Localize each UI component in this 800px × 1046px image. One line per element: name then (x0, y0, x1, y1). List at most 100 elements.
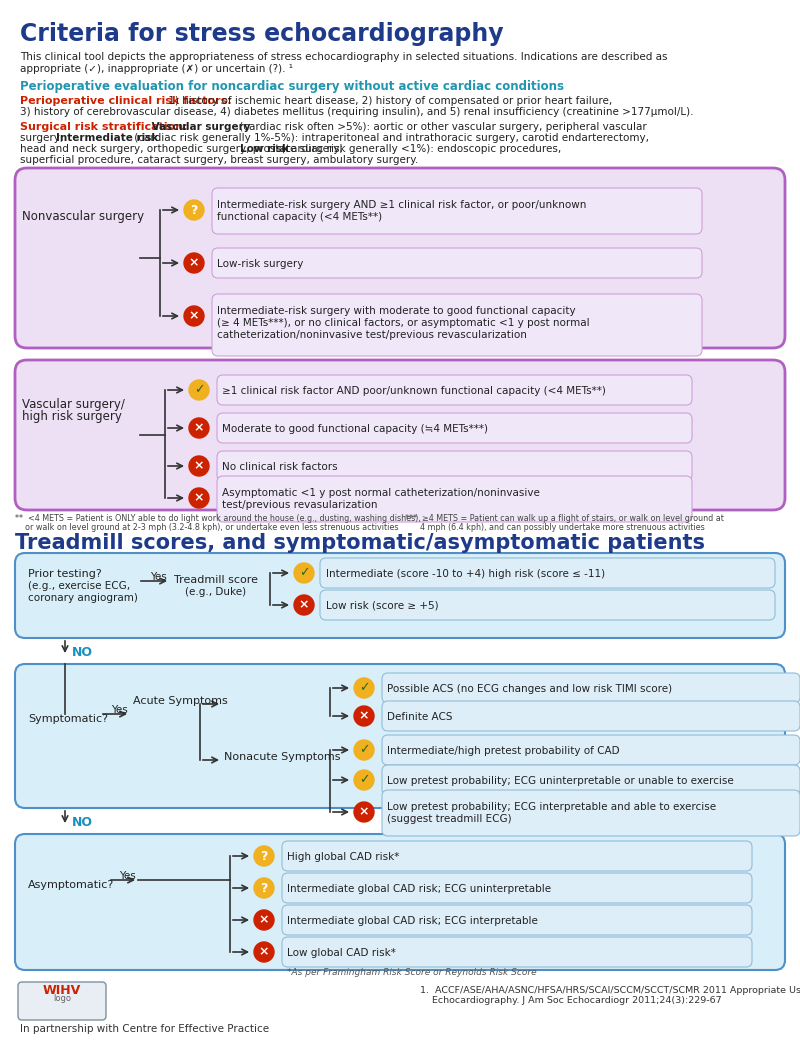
Text: ×: × (189, 310, 199, 322)
Text: catheterization/noninvasive test/previous revascularization: catheterization/noninvasive test/previou… (217, 329, 527, 340)
Text: appropriate (✓), inappropriate (✗) or uncertain (?). ¹: appropriate (✓), inappropriate (✗) or un… (20, 64, 293, 74)
Text: head and neck surgery, orthopedic surgery, prostate surgery;: head and neck surgery, orthopedic surger… (20, 144, 346, 154)
Circle shape (254, 878, 274, 899)
Circle shape (354, 802, 374, 822)
Text: high risk surgery: high risk surgery (22, 410, 122, 423)
Text: ×: × (298, 598, 310, 612)
Text: ?: ? (190, 204, 198, 217)
Text: Treadmill score: Treadmill score (174, 575, 258, 585)
Text: Treadmill scores, and symptomatic/asymptomatic patients: Treadmill scores, and symptomatic/asympt… (15, 533, 705, 553)
Text: ✓: ✓ (358, 744, 370, 756)
Text: ×: × (194, 422, 204, 434)
Text: 1) history of ischemic heart disease, 2) history of compensated or prior heart f: 1) history of ischemic heart disease, 2)… (165, 96, 612, 106)
Text: ***  ≥4 METS = Patient can walk up a flight of stairs, or walk on level ground a: *** ≥4 METS = Patient can walk up a flig… (405, 514, 724, 523)
Text: (cardiac risk generally 1%-5%): intraperitoneal and intrathoracic surgery, carot: (cardiac risk generally 1%-5%): intraper… (131, 133, 649, 143)
FancyBboxPatch shape (15, 360, 785, 510)
Circle shape (254, 942, 274, 962)
Text: or walk on level ground at 2-3 mph (3.2-4.8 kph), or undertake even less strenuo: or walk on level ground at 2-3 mph (3.2-… (15, 523, 398, 532)
FancyBboxPatch shape (18, 982, 106, 1020)
FancyBboxPatch shape (15, 553, 785, 638)
Text: Acute Symptoms: Acute Symptoms (133, 696, 228, 706)
Text: Echocardiography. J Am Soc Echocardiogr 2011;24(3):229-67: Echocardiography. J Am Soc Echocardiogr … (420, 996, 722, 1005)
FancyBboxPatch shape (217, 413, 692, 444)
Text: ≥1 clinical risk factor AND poor/unknown functional capacity (<4 METs**): ≥1 clinical risk factor AND poor/unknown… (222, 386, 606, 396)
Text: ×: × (258, 913, 270, 927)
Text: functional capacity (<4 METs**): functional capacity (<4 METs**) (217, 212, 382, 222)
Text: coronary angiogram): coronary angiogram) (28, 593, 138, 602)
Circle shape (189, 456, 209, 476)
Text: Intermediate (score -10 to +4) high risk (score ≤ -11): Intermediate (score -10 to +4) high risk… (326, 569, 605, 579)
Text: Vascular surgery/: Vascular surgery/ (22, 397, 125, 411)
FancyBboxPatch shape (217, 451, 692, 481)
Text: superficial procedure, cataract surgery, breast surgery, ambulatory surgery.: superficial procedure, cataract surgery,… (20, 155, 418, 165)
Text: Low global CAD risk*: Low global CAD risk* (287, 948, 396, 958)
Text: Low pretest probability; ECG uninterpretable or unable to exercise: Low pretest probability; ECG uninterpret… (387, 776, 734, 786)
Circle shape (294, 563, 314, 583)
FancyBboxPatch shape (320, 558, 775, 588)
Text: (≥ 4 METs***), or no clinical factors, or asymptomatic <1 y post normal: (≥ 4 METs***), or no clinical factors, o… (217, 318, 590, 328)
FancyBboxPatch shape (382, 735, 800, 765)
FancyBboxPatch shape (212, 294, 702, 356)
FancyBboxPatch shape (382, 790, 800, 836)
Text: (cardiac risk generally <1%): endoscopic procedures,: (cardiac risk generally <1%): endoscopic… (278, 144, 562, 154)
Text: Definite ACS: Definite ACS (387, 712, 453, 722)
FancyBboxPatch shape (212, 188, 702, 234)
FancyBboxPatch shape (282, 873, 752, 903)
Text: ?: ? (260, 882, 268, 894)
Text: ✓: ✓ (358, 682, 370, 695)
Text: NO: NO (72, 646, 93, 659)
Text: Symptomatic?: Symptomatic? (28, 714, 108, 724)
Text: ✓: ✓ (358, 773, 370, 787)
Circle shape (354, 770, 374, 790)
FancyBboxPatch shape (15, 834, 785, 970)
Text: Intermediate global CAD risk; ECG uninterpretable: Intermediate global CAD risk; ECG uninte… (287, 884, 551, 894)
FancyBboxPatch shape (382, 701, 800, 731)
Text: Asymptomatic?: Asymptomatic? (28, 880, 114, 890)
Text: Yes: Yes (150, 572, 166, 582)
FancyBboxPatch shape (320, 590, 775, 620)
Text: Yes: Yes (119, 871, 136, 881)
Circle shape (189, 418, 209, 438)
Circle shape (254, 846, 274, 866)
Text: Intermediate-risk surgery with moderate to good functional capacity: Intermediate-risk surgery with moderate … (217, 306, 576, 316)
Text: Low risk: Low risk (240, 144, 289, 154)
Text: **  <4 METS = Patient is ONLY able to do light work around the house (e.g., dust: ** <4 METS = Patient is ONLY able to do … (15, 514, 421, 523)
Text: Low risk (score ≥ +5): Low risk (score ≥ +5) (326, 601, 438, 611)
Text: ✓: ✓ (194, 384, 204, 396)
Text: (e.g., Duke): (e.g., Duke) (185, 587, 246, 597)
Text: Intermediate-risk surgery AND ≥1 clinical risk factor, or poor/unknown: Intermediate-risk surgery AND ≥1 clinica… (217, 200, 586, 210)
Text: Perioperative clinical risk factors:: Perioperative clinical risk factors: (20, 96, 232, 106)
Text: Surgical risk stratification:: Surgical risk stratification: (20, 122, 188, 132)
Text: (cardiac risk often >5%): aortic or other vascular surgery, peripheral vascular: (cardiac risk often >5%): aortic or othe… (236, 122, 646, 132)
Text: ×: × (194, 492, 204, 504)
Text: logo: logo (53, 994, 71, 1003)
Text: ×: × (194, 459, 204, 473)
Text: Low pretest probability; ECG interpretable and able to exercise: Low pretest probability; ECG interpretab… (387, 802, 716, 812)
Text: ×: × (189, 256, 199, 270)
Text: (e.g., exercise ECG,: (e.g., exercise ECG, (28, 581, 130, 591)
Text: ?: ? (260, 849, 268, 863)
Circle shape (354, 678, 374, 698)
Text: Nonacute Symptoms: Nonacute Symptoms (224, 752, 341, 761)
FancyBboxPatch shape (282, 905, 752, 935)
Circle shape (354, 740, 374, 760)
Text: *As per Framingham Risk Score or Reynolds Risk Score: *As per Framingham Risk Score or Reynold… (287, 968, 537, 977)
Circle shape (184, 200, 204, 220)
FancyBboxPatch shape (282, 937, 752, 967)
FancyBboxPatch shape (382, 673, 800, 703)
Text: Yes: Yes (111, 705, 128, 715)
Text: surgery;: surgery; (20, 133, 66, 143)
Text: No clinical risk factors: No clinical risk factors (222, 462, 338, 472)
Text: Criteria for stress echocardiography: Criteria for stress echocardiography (20, 22, 504, 46)
Text: Possible ACS (no ECG changes and low risk TIMI score): Possible ACS (no ECG changes and low ris… (387, 684, 672, 693)
Text: Perioperative evaluation for noncardiac surgery without active cardiac condition: Perioperative evaluation for noncardiac … (20, 79, 564, 93)
Circle shape (189, 488, 209, 508)
Circle shape (189, 380, 209, 400)
FancyBboxPatch shape (15, 168, 785, 348)
Text: Prior testing?: Prior testing? (28, 569, 102, 579)
Text: Intermediate/high pretest probability of CAD: Intermediate/high pretest probability of… (387, 746, 620, 756)
FancyBboxPatch shape (382, 765, 800, 795)
Text: Low-risk surgery: Low-risk surgery (217, 259, 303, 269)
Text: 4 mph (6.4 kph), and can possibly undertake more strenuous activities: 4 mph (6.4 kph), and can possibly undert… (405, 523, 705, 532)
Text: 1.  ACCF/ASE/AHA/ASNC/HFSA/HRS/SCAI/SCCM/SCCT/SCMR 2011 Appropriate Use Criteria: 1. ACCF/ASE/AHA/ASNC/HFSA/HRS/SCAI/SCCM/… (420, 986, 800, 995)
